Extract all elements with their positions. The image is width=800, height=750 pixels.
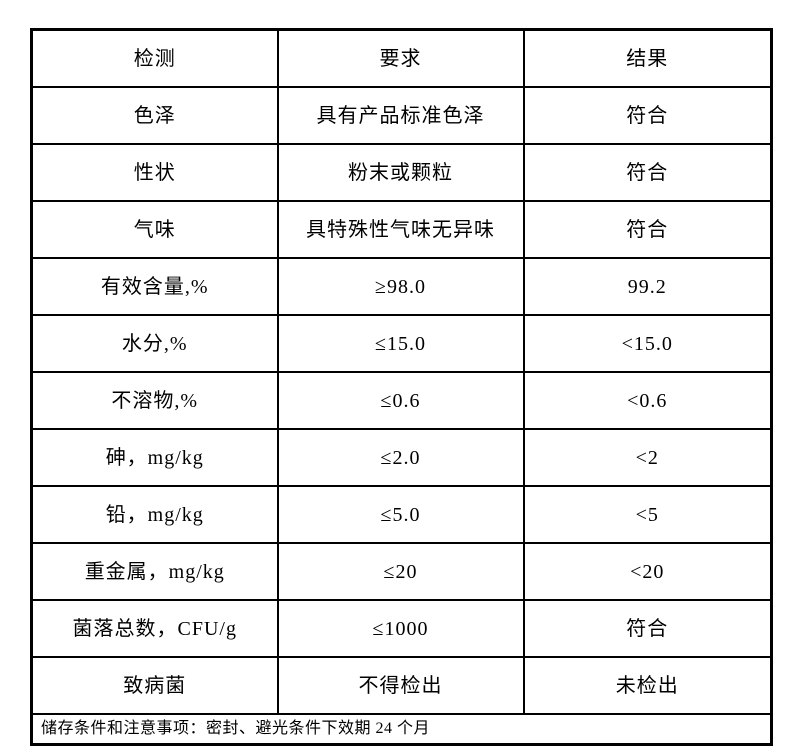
table-cell-item: 气味 [30, 200, 279, 259]
table-cell-result: <20 [522, 542, 773, 601]
table-cell-result: 未检出 [522, 656, 773, 715]
table-row: 不溶物,% ≤0.6 <0.6 [30, 371, 773, 430]
table-cell-item: 有效含量,% [30, 257, 279, 316]
table-cell-item: 重金属，mg/kg [30, 542, 279, 601]
footer-row: 储存条件和注意事项：密封、避光条件下效期 24 个月 [30, 713, 773, 746]
table-row: 色泽 具有产品标准色泽 符合 [30, 86, 773, 145]
table-row: 性状 粉末或颗粒 符合 [30, 143, 773, 202]
header-cell-result: 结果 [522, 28, 773, 88]
table-cell-item: 致病菌 [30, 656, 279, 715]
table-cell-requirement: ≤2.0 [276, 428, 525, 487]
storage-note: 储存条件和注意事项：密封、避光条件下效期 24 个月 [30, 713, 773, 746]
table-cell-result: <15.0 [522, 314, 773, 373]
table-cell-result: 99.2 [522, 257, 773, 316]
table-cell-requirement: 具特殊性气味无异味 [276, 200, 525, 259]
table-cell-result: <2 [522, 428, 773, 487]
table-cell-result: 符合 [522, 143, 773, 202]
table-cell-requirement: 粉末或颗粒 [276, 143, 525, 202]
table-row: 重金属，mg/kg ≤20 <20 [30, 542, 773, 601]
table-row: 水分,% ≤15.0 <15.0 [30, 314, 773, 373]
table-row: 菌落总数，CFU/g ≤1000 符合 [30, 599, 773, 658]
table-row: 致病菌 不得检出 未检出 [30, 656, 773, 715]
table-row: 有效含量,% ≥98.0 99.2 [30, 257, 773, 316]
header-row: 检测 要求 结果 [30, 28, 773, 88]
table-cell-requirement: ≤5.0 [276, 485, 525, 544]
table-cell-result: <5 [522, 485, 773, 544]
table-cell-requirement: 具有产品标准色泽 [276, 86, 525, 145]
table-cell-item: 水分,% [30, 314, 279, 373]
table-cell-item: 色泽 [30, 86, 279, 145]
table-row: 气味 具特殊性气味无异味 符合 [30, 200, 773, 259]
table-cell-requirement: 不得检出 [276, 656, 525, 715]
inspection-table: 检测 要求 结果 色泽 具有产品标准色泽 符合 性状 粉末或颗粒 符合 气味 具特殊性气味无异… [30, 28, 773, 746]
table-cell-requirement: ≤15.0 [276, 314, 525, 373]
table-cell-result: 符合 [522, 200, 773, 259]
table-cell-requirement: ≤1000 [276, 599, 525, 658]
table-cell-item: 菌落总数，CFU/g [30, 599, 279, 658]
table-cell-result: 符合 [522, 599, 773, 658]
table-row: 砷，mg/kg ≤2.0 <2 [30, 428, 773, 487]
table-cell-requirement: ≤20 [276, 542, 525, 601]
table-cell-result: 符合 [522, 86, 773, 145]
header-cell-requirement: 要求 [276, 28, 525, 88]
table-cell-item: 性状 [30, 143, 279, 202]
table-row: 铅，mg/kg ≤5.0 <5 [30, 485, 773, 544]
header-cell-item: 检测 [30, 28, 279, 88]
table-cell-item: 不溶物,% [30, 371, 279, 430]
table-cell-item: 铅，mg/kg [30, 485, 279, 544]
inspection-table-container: 检测 要求 结果 色泽 具有产品标准色泽 符合 性状 粉末或颗粒 符合 气味 具特殊性气味无异… [30, 28, 773, 746]
table-cell-result: <0.6 [522, 371, 773, 430]
table-cell-requirement: ≥98.0 [276, 257, 525, 316]
table-cell-item: 砷，mg/kg [30, 428, 279, 487]
table-cell-requirement: ≤0.6 [276, 371, 525, 430]
